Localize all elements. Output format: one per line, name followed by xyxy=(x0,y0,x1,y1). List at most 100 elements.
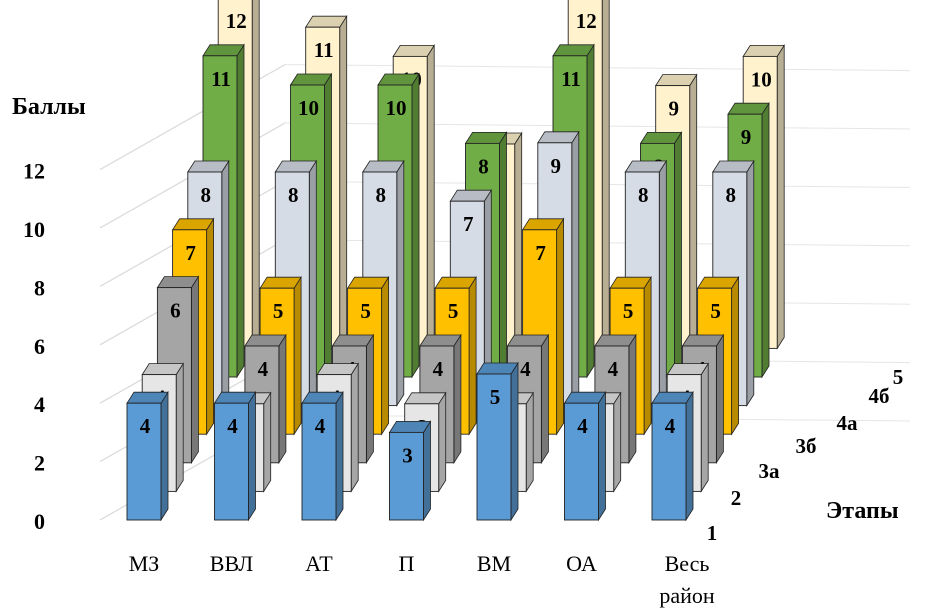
data-label: 9 xyxy=(741,125,752,149)
bar-top xyxy=(187,160,230,173)
bar-top xyxy=(362,160,405,173)
data-label: 5 xyxy=(623,299,634,323)
data-label: 4 xyxy=(577,414,588,438)
data-label: 4 xyxy=(140,414,151,438)
data-label: 4 xyxy=(665,414,676,438)
data-label: 10 xyxy=(751,67,772,91)
bar-side xyxy=(206,217,215,436)
bar-side xyxy=(251,0,260,350)
series-label: 3б xyxy=(796,434,817,458)
bar-front xyxy=(476,373,512,521)
bar-side xyxy=(746,159,755,407)
bar-side xyxy=(658,159,667,407)
bar-side xyxy=(514,131,523,350)
bar-top xyxy=(171,218,215,231)
bar-side xyxy=(510,361,519,522)
bar-side xyxy=(339,14,348,350)
data-label: 4 xyxy=(258,357,269,381)
data-label: 4 xyxy=(520,357,531,381)
series-label: 4б xyxy=(869,384,890,408)
data-label: 5 xyxy=(273,299,284,323)
series-label: 1 xyxy=(707,521,718,545)
bar-front xyxy=(301,402,337,521)
bar-side xyxy=(586,43,595,379)
series-label: 5 xyxy=(893,365,904,389)
y-tick-label: 0 xyxy=(34,509,45,534)
bar-side xyxy=(613,391,622,493)
data-label: 10 xyxy=(386,96,407,120)
bar-side xyxy=(628,333,637,465)
bar-top xyxy=(213,391,257,404)
data-label: 12 xyxy=(226,9,247,33)
data-label: 8 xyxy=(726,183,737,207)
bar-top xyxy=(403,392,447,405)
bar-side xyxy=(236,43,245,379)
bar-top xyxy=(464,131,508,144)
data-label: 11 xyxy=(314,38,334,62)
bar-top xyxy=(506,334,550,347)
bar-front xyxy=(126,402,162,521)
bar-top xyxy=(274,160,318,173)
data-label: 8 xyxy=(201,183,212,207)
bar-side xyxy=(396,159,405,407)
series-label: 4а xyxy=(837,411,859,435)
bar-top xyxy=(624,160,668,173)
bar-top xyxy=(202,44,245,57)
bar-side xyxy=(499,131,507,379)
bar: 4 xyxy=(651,390,694,522)
bar-side xyxy=(411,72,420,379)
data-label: 12 xyxy=(576,9,597,33)
data-label: 8 xyxy=(478,154,489,178)
bar-side xyxy=(365,333,374,465)
data-label: 11 xyxy=(561,67,581,91)
series-label: 2 xyxy=(731,486,742,510)
bar-top xyxy=(666,363,709,376)
bar-side xyxy=(541,333,549,465)
bar-side xyxy=(221,159,230,407)
data-label: 9 xyxy=(668,97,679,121)
bar-top xyxy=(654,74,698,86)
bar-top xyxy=(377,73,420,86)
bar-side xyxy=(643,275,652,436)
bar-top xyxy=(681,334,725,347)
data-label: 7 xyxy=(185,241,196,265)
data-label: 8 xyxy=(638,183,649,207)
bar-side xyxy=(190,275,199,465)
bar-side xyxy=(278,333,287,465)
data-label: 4 xyxy=(433,357,444,381)
bar-side xyxy=(731,275,739,436)
bar-side xyxy=(308,159,317,407)
bar-top xyxy=(712,160,755,173)
x-tick-label: МЗ xyxy=(129,551,160,576)
bar-top xyxy=(259,276,302,289)
bar: 5 xyxy=(476,361,519,522)
bar-top xyxy=(141,363,184,376)
data-label: 10 xyxy=(298,96,319,120)
data-label: 5 xyxy=(490,385,501,409)
y-axis-title: Баллы xyxy=(12,94,86,120)
bar-side xyxy=(248,390,256,522)
bar-front xyxy=(214,402,249,521)
bar: 4 xyxy=(213,390,257,522)
bar-side xyxy=(674,131,682,379)
bar: 4 xyxy=(563,390,607,522)
bar-top xyxy=(449,189,493,202)
y-tick-label: 12 xyxy=(23,159,45,184)
data-label: 9 xyxy=(551,154,562,178)
z-axis-title: Этапы xyxy=(826,498,899,524)
data-label: 4 xyxy=(227,414,238,438)
bar-top xyxy=(651,391,694,404)
bar-front xyxy=(389,431,424,521)
data-label: 11 xyxy=(211,67,231,91)
bar-top xyxy=(696,276,740,289)
bar-top xyxy=(126,391,169,404)
x-tick-label: П xyxy=(399,551,415,576)
bar-side xyxy=(700,362,709,493)
series-label: 3а xyxy=(759,459,781,483)
data-label: 8 xyxy=(288,183,299,207)
data-label: 5 xyxy=(710,299,721,323)
data-label: 5 xyxy=(360,299,371,323)
bar-front xyxy=(651,402,687,521)
